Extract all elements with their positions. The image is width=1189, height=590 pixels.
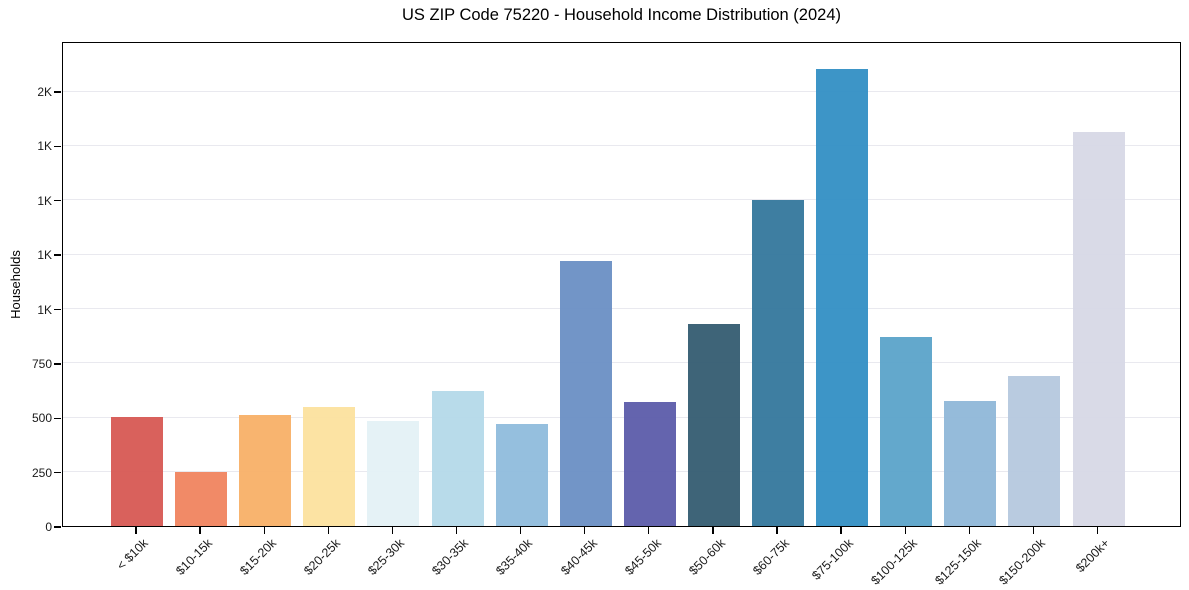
x-tick-label: $20-25k <box>301 536 344 578</box>
x-tick-mark <box>584 527 586 534</box>
x-tick-label: $60-75k <box>750 536 792 578</box>
bar <box>1008 375 1061 526</box>
x-tick-label: $200k+ <box>1073 536 1113 576</box>
gridline <box>63 144 1180 146</box>
x-tick-mark <box>1096 527 1099 534</box>
chart-title: US ZIP Code 75220 - Household Income Dis… <box>401 6 841 24</box>
y-tick-mark <box>54 91 61 93</box>
x-tick-mark <box>840 527 842 534</box>
y-tick-mark <box>54 526 61 528</box>
x-tick-mark <box>904 527 906 534</box>
bar <box>303 407 356 526</box>
x-tick-mark <box>263 527 265 534</box>
gridline <box>63 199 1180 201</box>
x-tick-label: $125-150k <box>932 536 985 588</box>
y-tick-mark <box>54 308 61 311</box>
bar <box>559 260 612 526</box>
y-tick-mark <box>54 363 61 365</box>
x-tick-label: $30-35k <box>429 536 472 578</box>
x-tick-mark <box>712 527 714 534</box>
x-tick-label: $35-40k <box>493 536 536 578</box>
x-tick-label: $50-60k <box>685 536 728 578</box>
x-tick-label: $100-125k <box>868 536 921 588</box>
x-tick-mark <box>135 527 137 534</box>
bar <box>816 69 869 526</box>
y-tick-mark <box>54 254 61 256</box>
bar <box>944 400 997 526</box>
x-tick-mark <box>199 527 201 534</box>
gridline <box>63 90 1180 92</box>
plot-area <box>62 42 1181 527</box>
x-tick-label: $25-30k <box>365 536 408 578</box>
bar <box>111 417 163 526</box>
y-axis-title: Households <box>7 250 23 319</box>
bar <box>623 402 676 526</box>
x-tick-mark <box>776 527 778 534</box>
y-axis-title-wrap: Households <box>0 42 30 527</box>
y-tick-mark <box>54 417 61 419</box>
x-tick-label: $10-15k <box>173 536 216 578</box>
y-tick-mark <box>54 200 61 202</box>
x-tick-label: $45-50k <box>621 536 664 578</box>
bar <box>431 391 484 526</box>
bar <box>1072 132 1125 526</box>
gridline <box>63 471 1180 473</box>
y-tick-mark <box>54 145 61 148</box>
bar <box>752 199 804 526</box>
x-tick-mark <box>519 527 522 534</box>
x-tick-label: $40-45k <box>557 536 600 578</box>
bar <box>880 336 933 526</box>
gridline <box>63 362 1180 364</box>
gridline <box>63 416 1180 418</box>
x-tick-mark <box>391 527 394 534</box>
bar <box>239 415 292 526</box>
x-tick-mark <box>648 527 650 534</box>
y-tick-mark <box>54 471 61 474</box>
x-tick-label: < $10k <box>114 536 151 573</box>
x-tick-label: $15-20k <box>237 536 280 578</box>
bar <box>175 471 228 526</box>
x-tick-mark <box>968 527 970 534</box>
bar <box>687 323 740 526</box>
bar <box>367 420 420 526</box>
x-tick-mark <box>1032 527 1035 534</box>
x-tick-mark <box>455 527 458 534</box>
x-tick-label: $150-200k <box>996 536 1049 588</box>
bar <box>495 423 548 526</box>
x-tick-mark <box>327 527 329 534</box>
x-tick-label: $75-100k <box>809 536 857 583</box>
gridline <box>63 308 1180 310</box>
gridline <box>63 253 1180 255</box>
